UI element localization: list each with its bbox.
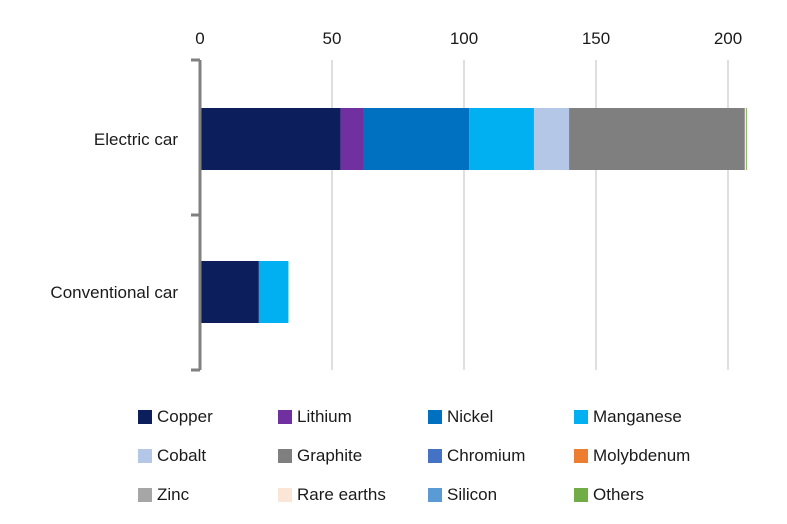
gridlines (331, 60, 729, 370)
x-tick-label: 0 (195, 29, 204, 48)
legend-label: Copper (157, 407, 213, 426)
category-label: Electric car (94, 130, 178, 149)
legend-label: Molybdenum (593, 446, 691, 465)
legend-item: Silicon (428, 482, 574, 508)
category-axis (191, 58, 202, 372)
legend-item: Manganese (574, 404, 734, 430)
bar-segment-nickel (363, 108, 470, 170)
legend-swatch (574, 410, 588, 424)
bar-segment-manganese (258, 261, 289, 323)
legend-swatch (428, 488, 442, 502)
legend-swatch (138, 410, 152, 424)
bar-segment-graphite (569, 108, 745, 170)
legend-swatch (278, 410, 292, 424)
bar-segment-manganese (469, 108, 534, 170)
legend-label: Lithium (297, 407, 352, 426)
legend-swatch (574, 449, 588, 463)
x-tick-label: 200 (714, 29, 742, 48)
legend-item: Molybdenum (574, 443, 734, 469)
legend-item: Graphite (278, 443, 428, 469)
legend-label: Cobalt (157, 446, 207, 465)
legend-swatch (428, 410, 442, 424)
legend-label: Manganese (593, 407, 682, 426)
bar-segment-lithium (340, 108, 364, 170)
legend-item: Nickel (428, 404, 574, 430)
legend-item: Lithium (278, 404, 428, 430)
bar-segment-cobalt (533, 108, 570, 170)
legend-swatch (428, 449, 442, 463)
legend-swatch (278, 488, 292, 502)
legend-label: Others (593, 485, 645, 504)
chart-plot: 0 50 100 150 200 Electric car Conventional ca… (50, 29, 748, 372)
legend-item: Zinc (138, 482, 278, 508)
category-labels: Electric car Conventional car (50, 130, 178, 302)
legend-item: Copper (138, 404, 278, 430)
category-label: Conventional car (50, 283, 178, 302)
legend-label: Zinc (157, 485, 190, 504)
bar-segment-rare-earths (744, 108, 747, 170)
legend-swatch (278, 449, 292, 463)
bar-segment-others (746, 108, 748, 170)
legend-label: Silicon (447, 485, 498, 504)
legend: Copper Lithium Nickel Manganese Cobalt Graphi… (138, 404, 738, 508)
bar-segment-copper (200, 261, 259, 323)
x-tick-label: 150 (582, 29, 610, 48)
legend-label: Rare earths (297, 485, 386, 504)
legend-item: Others (574, 482, 734, 508)
legend-label: Chromium (447, 446, 526, 465)
x-tick-label: 100 (450, 29, 478, 48)
x-tick-labels: 0 50 100 150 200 (195, 29, 742, 48)
x-tick-label: 50 (323, 29, 342, 48)
legend-item: Cobalt (138, 443, 278, 469)
legend-swatch (574, 488, 588, 502)
legend-swatch (138, 488, 152, 502)
legend-swatch (138, 449, 152, 463)
legend-item: Chromium (428, 443, 574, 469)
legend-item: Rare earths (278, 482, 428, 508)
legend-label: Graphite (297, 446, 363, 465)
legend-label: Nickel (447, 407, 494, 426)
bars (200, 108, 748, 323)
bar-segment-copper (200, 108, 341, 170)
